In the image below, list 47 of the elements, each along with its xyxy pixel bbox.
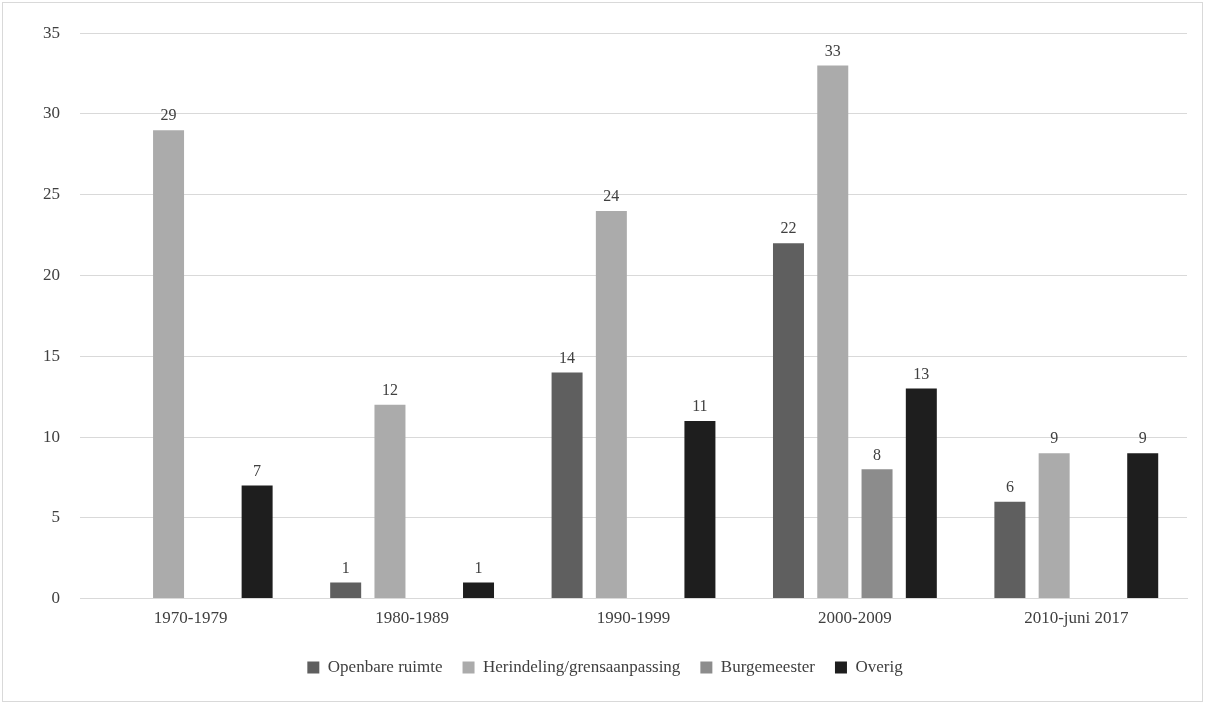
x-tick-label: 1970-1979 <box>153 608 228 628</box>
data-label: 29 <box>160 106 177 124</box>
y-tick-label: 10 <box>43 426 60 446</box>
data-label: 6 <box>1005 477 1014 495</box>
x-tick-label: 2000-2009 <box>818 608 892 628</box>
data-label: 13 <box>913 364 930 382</box>
bar <box>241 485 273 599</box>
bar <box>1127 453 1159 599</box>
data-label: 33 <box>824 41 841 59</box>
legend-label: Burgemeester <box>720 656 816 676</box>
data-label: 14 <box>559 348 576 366</box>
bar <box>551 372 583 599</box>
bar <box>595 210 627 599</box>
legend-label: Herindeling/grensaanpassing <box>483 656 681 676</box>
legend-label: Overig <box>855 656 904 676</box>
data-label: 1 <box>474 558 483 576</box>
bar <box>684 420 716 599</box>
legend-label: Openbare ruimte <box>327 656 443 676</box>
x-tick-label: 2010-juni 2017 <box>1024 608 1129 628</box>
y-tick-label: 20 <box>43 264 60 284</box>
bar <box>994 501 1026 599</box>
x-tick-label: 1980-1989 <box>375 608 449 628</box>
data-label: 11 <box>692 397 708 415</box>
data-label: 8 <box>873 445 882 463</box>
data-label: 22 <box>780 219 797 237</box>
bar <box>153 130 185 599</box>
y-tick-label: 0 <box>51 588 60 608</box>
data-label: 9 <box>1138 429 1147 447</box>
y-tick-label: 25 <box>43 184 60 204</box>
bar <box>330 582 362 599</box>
bar <box>1038 453 1070 599</box>
y-tick-label: 5 <box>51 507 60 527</box>
data-label: 7 <box>253 461 262 479</box>
bar <box>463 582 495 599</box>
bar <box>861 469 893 599</box>
bar <box>374 404 406 599</box>
y-tick-label: 15 <box>43 345 60 365</box>
data-label: 24 <box>603 187 620 205</box>
data-label: 9 <box>1050 429 1059 447</box>
data-label: 1 <box>341 558 350 576</box>
bar <box>817 65 849 599</box>
x-tick-label: 1990-1999 <box>596 608 671 628</box>
data-label: 12 <box>381 380 398 398</box>
y-tick-label: 35 <box>43 22 60 42</box>
y-tick-label: 30 <box>43 103 60 123</box>
bar <box>772 243 804 599</box>
bar <box>905 388 937 599</box>
